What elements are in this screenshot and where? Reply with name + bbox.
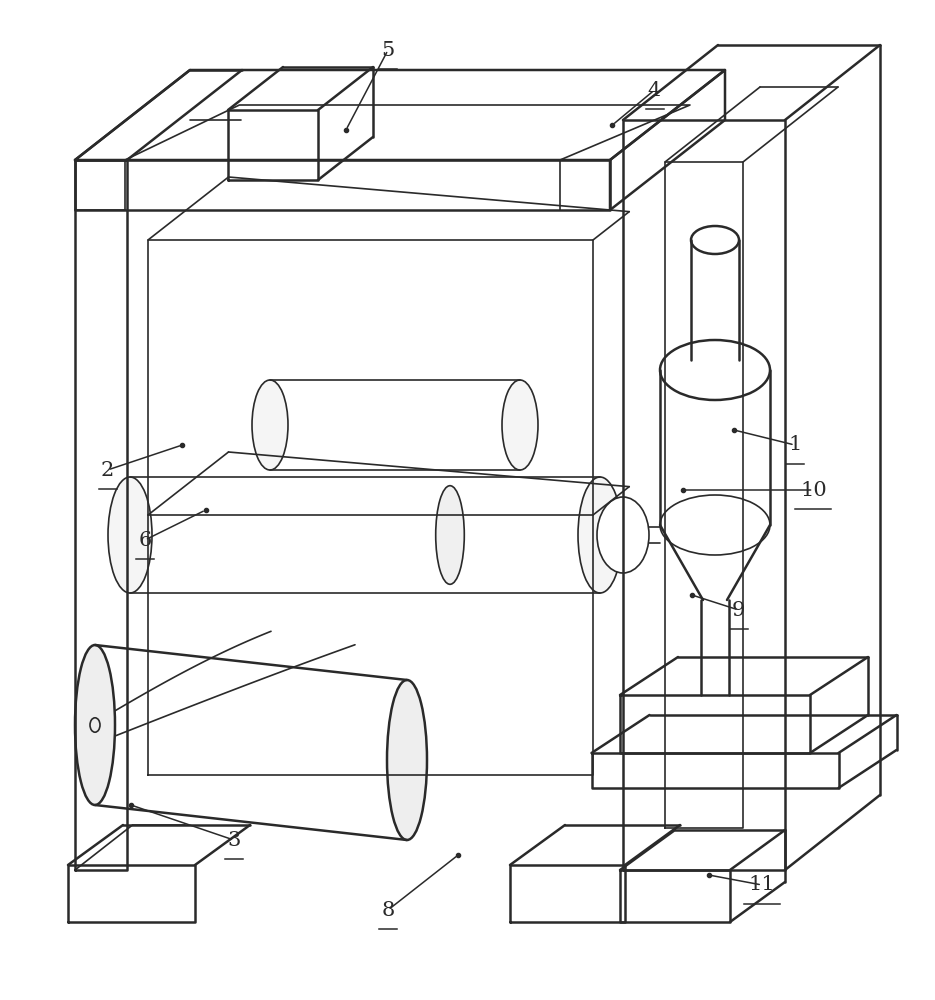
Ellipse shape bbox=[691, 226, 739, 254]
Text: 10: 10 bbox=[800, 481, 827, 499]
Text: 4: 4 bbox=[648, 81, 661, 100]
Ellipse shape bbox=[691, 346, 739, 374]
Text: 5: 5 bbox=[381, 40, 395, 60]
Ellipse shape bbox=[597, 497, 649, 573]
Ellipse shape bbox=[436, 486, 465, 584]
Text: 8: 8 bbox=[381, 900, 395, 920]
Text: 6: 6 bbox=[138, 530, 151, 550]
Ellipse shape bbox=[387, 680, 427, 840]
Ellipse shape bbox=[660, 495, 770, 555]
Ellipse shape bbox=[660, 340, 770, 400]
Ellipse shape bbox=[578, 477, 622, 593]
Ellipse shape bbox=[502, 380, 538, 470]
Text: 11: 11 bbox=[749, 876, 775, 894]
Ellipse shape bbox=[252, 380, 288, 470]
Text: 1: 1 bbox=[788, 436, 801, 454]
Text: 3: 3 bbox=[227, 830, 240, 850]
Ellipse shape bbox=[108, 477, 152, 593]
Text: 9: 9 bbox=[732, 600, 745, 619]
Ellipse shape bbox=[75, 645, 115, 805]
Text: 2: 2 bbox=[101, 460, 114, 480]
